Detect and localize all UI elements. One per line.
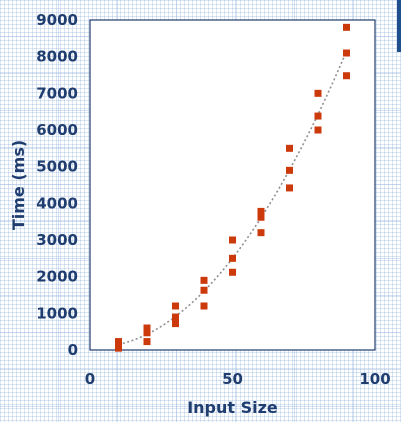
- data-point: [257, 229, 265, 237]
- data-point: [343, 49, 350, 57]
- x-axis-title: Input Size: [187, 398, 278, 417]
- x-axis-ticks: 0 50 100: [85, 370, 391, 388]
- x-tick-label: 0: [85, 370, 95, 388]
- y-axis-title: Time (ms): [9, 140, 28, 230]
- data-point: [286, 166, 293, 174]
- data-point: [172, 313, 179, 321]
- x-tick-label: 50: [222, 370, 243, 388]
- data-point: [200, 276, 208, 284]
- y-tick-label: 4000: [36, 194, 78, 212]
- data-point: [286, 184, 293, 192]
- data-point: [143, 329, 151, 337]
- data-point: [143, 338, 151, 346]
- data-point: [257, 207, 265, 215]
- data-point: [229, 268, 236, 276]
- y-tick-label: 6000: [36, 121, 78, 139]
- data-point: [143, 324, 151, 332]
- data-point: [172, 302, 179, 310]
- y-tick-label: 1000: [36, 304, 78, 322]
- y-tick-label: 9000: [36, 11, 78, 29]
- data-point: [115, 338, 122, 346]
- y-tick-label: 3000: [36, 231, 78, 249]
- data-point: [172, 320, 179, 328]
- data-point: [115, 344, 122, 352]
- plot-area: [89, 19, 376, 351]
- data-point: [286, 144, 293, 152]
- data-points: [115, 23, 350, 352]
- y-tick-label: 8000: [36, 48, 78, 66]
- data-point: [200, 302, 208, 310]
- x-tick-label: 100: [359, 370, 390, 388]
- data-point: [229, 236, 236, 244]
- window-edge-tab: [397, 0, 401, 52]
- data-point: [229, 254, 236, 262]
- y-tick-label: 2000: [36, 268, 78, 286]
- data-point: [200, 286, 208, 294]
- y-tick-label: 0: [68, 341, 78, 359]
- y-tick-label: 7000: [36, 84, 78, 102]
- data-point: [314, 126, 322, 134]
- y-tick-label: 5000: [36, 158, 78, 176]
- data-point: [257, 213, 265, 221]
- y-axis-ticks: 0 1000 2000 3000 4000 5000 6000 7000 8000 9000: [36, 11, 78, 359]
- data-point: [314, 112, 322, 120]
- data-point: [343, 23, 350, 31]
- data-point: [314, 89, 322, 97]
- data-point: [343, 72, 350, 80]
